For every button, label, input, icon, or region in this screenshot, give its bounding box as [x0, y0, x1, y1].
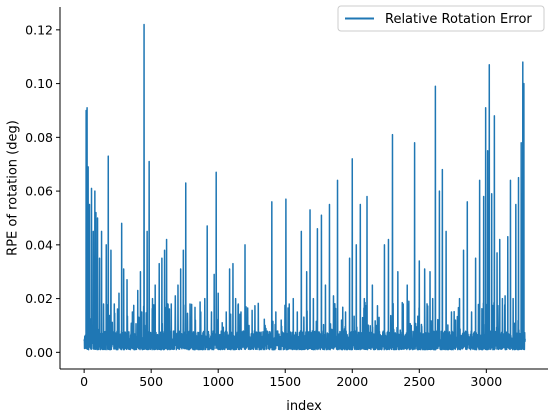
legend-box	[337, 5, 545, 32]
y-tick-label: 0.02	[25, 291, 53, 306]
x-tick-label: 2500	[403, 374, 435, 389]
series-group	[83, 23, 526, 351]
x-tick-label: 3000	[470, 374, 502, 389]
x-axis-label: index	[286, 399, 322, 412]
y-tick-label: 0.10	[25, 76, 53, 91]
y-tick-label: 0.12	[25, 22, 53, 37]
legend-label: Relative Rotation Error	[385, 12, 532, 27]
x-tick-label: 1500	[269, 374, 301, 389]
y-ticks: 0.00 0.02 0.04 0.06 0.08 0.10 0.12	[25, 22, 60, 360]
y-tick-label: 0.08	[25, 130, 53, 145]
x-tick-label: 0	[80, 374, 88, 389]
y-tick-label: 0.04	[25, 237, 53, 252]
series-line-relative-rotation-error	[83, 23, 526, 351]
legend: Relative Rotation Error	[337, 5, 545, 32]
x-tick-label: 1000	[202, 374, 234, 389]
y-axis-label: RPE of rotation (deg)	[6, 120, 21, 256]
axes	[59, 7, 548, 370]
x-tick-label: 500	[139, 374, 163, 389]
y-tick-label: 0.00	[25, 345, 53, 360]
x-tick-label: 2000	[336, 374, 368, 389]
x-ticks: 0 500 1000 1500 2000 2500 3000	[80, 369, 502, 389]
y-tick-label: 0.06	[25, 184, 53, 199]
